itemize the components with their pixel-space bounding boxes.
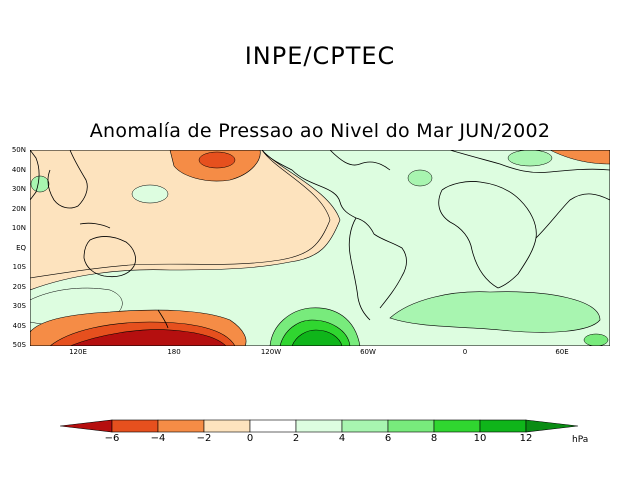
legend-swatch: [341, 419, 389, 433]
lat-label: 10S: [12, 263, 26, 271]
coast-south-america-west: [348, 217, 371, 321]
negative-anomaly-northeast: [549, 150, 610, 165]
positive-anomaly-asia: [30, 175, 50, 193]
legend-tick: 0: [246, 433, 254, 444]
legend-tick: −6: [104, 433, 120, 444]
lat-label: 10N: [11, 224, 26, 232]
coast-africa-east: [441, 181, 537, 289]
positive-anomaly-europe: [507, 150, 553, 167]
coast-indonesia: [79, 222, 111, 229]
legend-swatch: [157, 419, 205, 433]
legend-tick: 10: [473, 433, 487, 444]
legend-tick: −2: [196, 433, 212, 444]
legend-swatch: [525, 419, 579, 433]
legend-swatch: [387, 419, 435, 433]
coast-india: [30, 150, 40, 201]
positive-anomaly-southeast-pacific-10: [291, 329, 343, 346]
lat-label: 20S: [12, 283, 26, 291]
legend-tick: 6: [384, 433, 392, 444]
lat-label: 40N: [11, 166, 26, 174]
legend-colorbar: [60, 419, 579, 433]
lon-label: 60E: [555, 348, 569, 356]
lat-label: EQ: [16, 244, 26, 252]
lon-label: 0: [462, 348, 468, 356]
legend-unit: hPa: [572, 435, 589, 445]
lat-label: 30N: [11, 185, 26, 193]
lon-label: 60W: [360, 348, 376, 356]
lat-label: 30S: [12, 302, 26, 310]
lon-label: 120W: [260, 348, 282, 356]
legend-swatch: [203, 419, 251, 433]
legend-tick: 4: [338, 433, 346, 444]
coast-east-asia: [47, 150, 88, 209]
coast-australia: [83, 236, 136, 278]
lat-label: 50S: [12, 341, 26, 349]
negative-anomaly-north-pacific: [30, 150, 331, 279]
page-title: INPE/CPTEC: [244, 42, 396, 70]
map-title: Anomalía de Pressao ao Nivel do Mar JUN/…: [89, 120, 551, 142]
legend-swatch: [479, 419, 527, 433]
lon-label: 120E: [69, 348, 87, 356]
coast-north-america: [261, 150, 357, 219]
coast-eurasia: [449, 150, 610, 173]
lat-label: 50N: [11, 146, 26, 154]
coast-arabia: [535, 193, 610, 239]
legend-tick: 8: [430, 433, 438, 444]
anomaly-map: [30, 150, 610, 346]
coastlines: [30, 150, 610, 329]
lat-label: 20N: [11, 205, 26, 213]
legend-swatch: [249, 419, 297, 433]
positive-anomaly-pacific-west: [131, 184, 169, 204]
legend-tick: 12: [519, 433, 533, 444]
legend-swatch: [60, 419, 113, 433]
coast-africa-west: [438, 189, 499, 289]
legend-tick: 2: [292, 433, 300, 444]
positive-anomaly-atlantic-north: [407, 169, 433, 187]
legend-swatch: [433, 419, 481, 433]
lat-label: 40S: [12, 322, 26, 330]
coast-south-america-east: [355, 217, 407, 309]
negative-anomaly-south-pacific-6: [69, 329, 227, 346]
lon-label: 180: [167, 348, 181, 356]
positive-anomaly-south-atlantic: [389, 291, 601, 333]
negative-anomaly-aleutian-core: [198, 151, 236, 169]
coast-canada: [329, 150, 391, 171]
positive-anomaly-indian-south: [583, 333, 609, 346]
coast-new-zealand: [157, 309, 169, 329]
legend-swatch: [295, 419, 343, 433]
legend-tick: −4: [150, 433, 166, 444]
legend-swatch: [111, 419, 159, 433]
